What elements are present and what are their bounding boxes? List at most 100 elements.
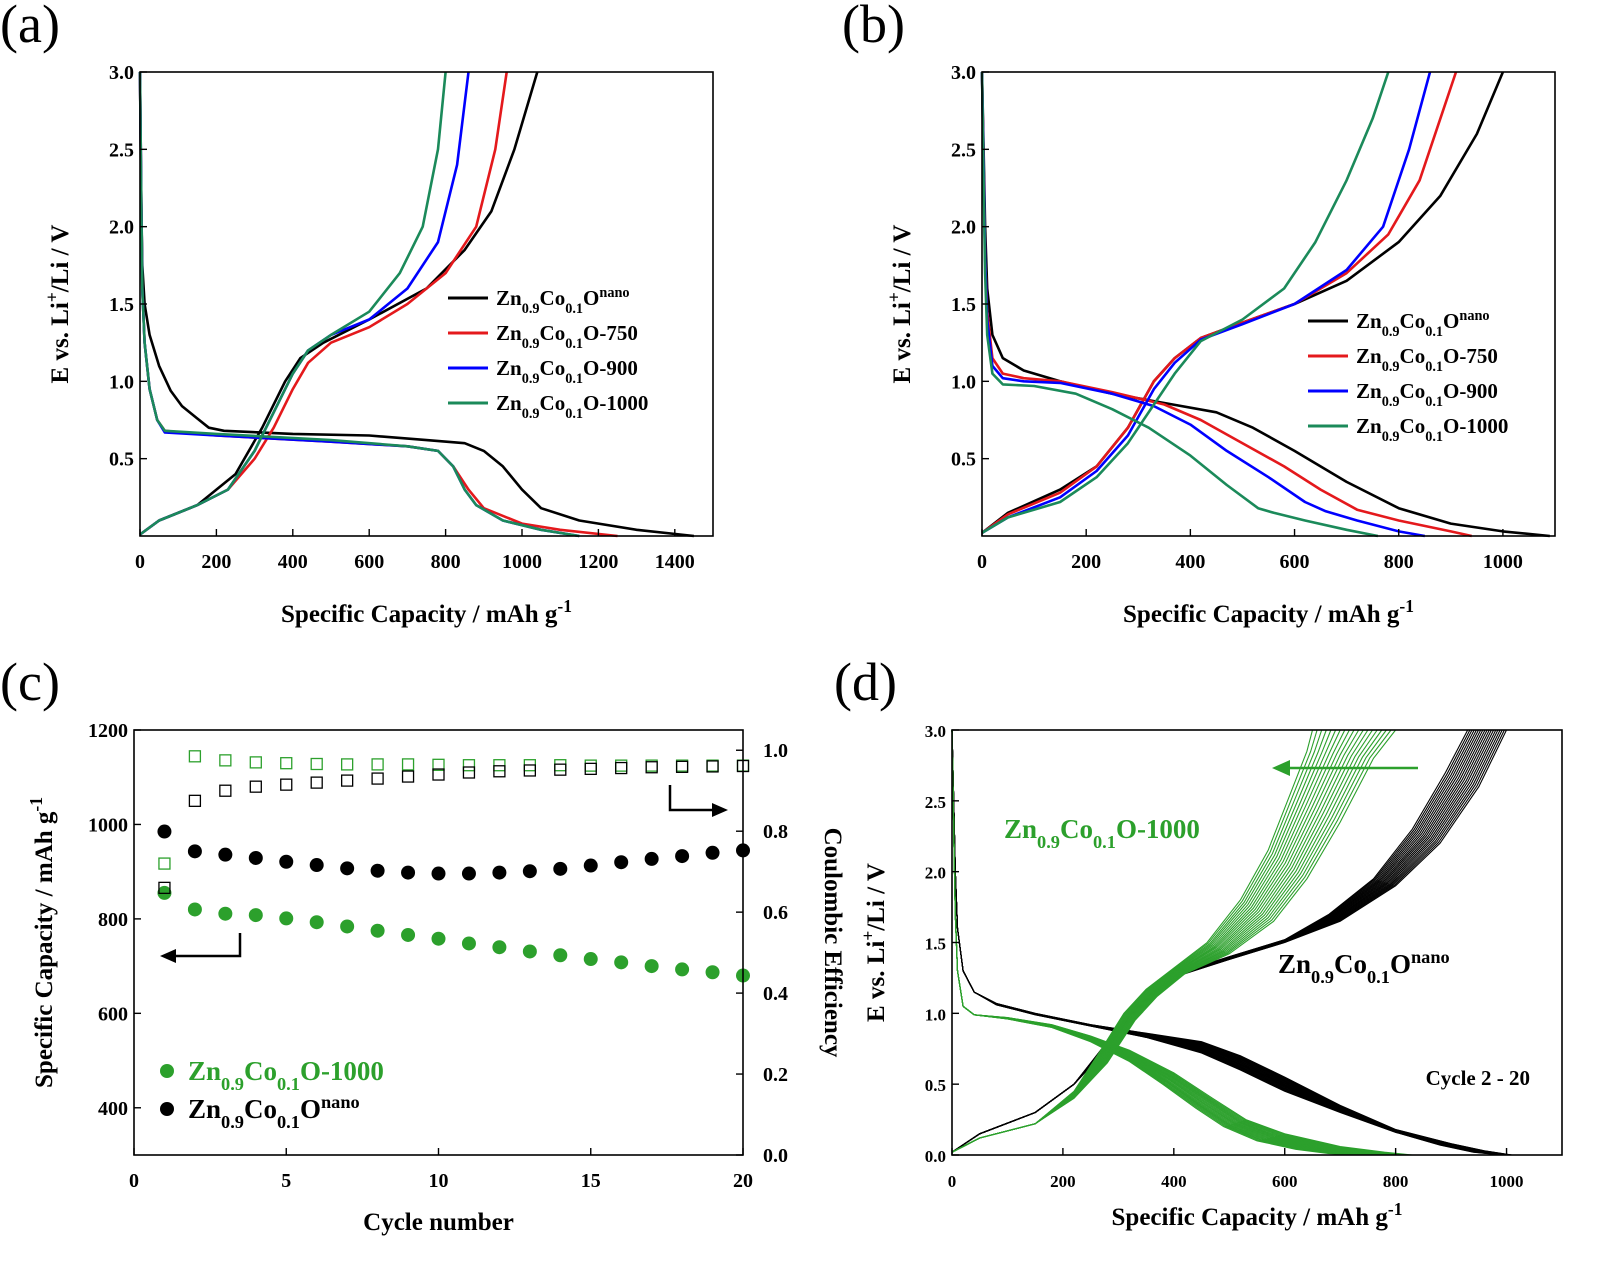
efficiency-point (615, 759, 628, 772)
panel-label: (b) (842, 0, 905, 54)
left-axis-arrow (172, 933, 242, 958)
capacity-point (401, 865, 416, 880)
x-tick-label: 0 (948, 1172, 957, 1191)
direction-arrowhead (1272, 760, 1290, 776)
y-tick-label: 400 (98, 1098, 128, 1120)
x-tick-label: 400 (278, 551, 308, 573)
y-tick-label: 3.0 (925, 722, 946, 741)
efficiency-point (310, 757, 323, 771)
x-axis-label-text: Specific Capacity / mAh g (281, 601, 558, 628)
efficiency-point (188, 794, 202, 807)
legend-text: Zn (188, 1056, 221, 1086)
legend-text: Co (1334, 949, 1367, 979)
charge-curve-cycle (951, 729, 1327, 1153)
x-tick-label: 800 (1383, 1172, 1409, 1191)
discharge-curve-1 (980, 71, 1472, 538)
capacity-point (614, 855, 629, 870)
discharge-curve-cycle (951, 729, 1389, 1156)
y2-tick-label: 0.2 (763, 1064, 788, 1086)
legend-subscript: 0.9 (1382, 394, 1400, 410)
x-tick-label: 800 (431, 551, 461, 573)
legend-text: Co (540, 286, 566, 310)
discharge-curve-cycle (951, 729, 1386, 1156)
legend-subscript: 0.9 (1037, 832, 1060, 852)
charge-curve-cycle (951, 729, 1318, 1153)
discharge-curve-cycle (951, 729, 1512, 1156)
x-tick-label: 600 (1272, 1172, 1298, 1191)
capacity-point (553, 948, 568, 963)
capacity-point (644, 851, 659, 866)
capacity-point (461, 936, 476, 951)
legend-subscript: 0.9 (221, 1112, 244, 1132)
capacity-point (248, 850, 263, 865)
charge-curve-3 (981, 71, 1390, 535)
legend-text: Co (244, 1094, 277, 1124)
x-tick-label: 200 (1050, 1172, 1076, 1191)
x-axis-label-superscript: -1 (557, 596, 572, 616)
capacity-point (705, 845, 720, 860)
legend-subscript: 0.1 (1425, 394, 1443, 410)
efficiency-point (249, 756, 262, 769)
efficiency-point (188, 750, 202, 763)
capacity-point (370, 923, 385, 938)
discharge-curve-0 (980, 71, 1550, 538)
legend-text: Co (1400, 414, 1426, 438)
capacity-point (553, 861, 568, 876)
left-axis-arrowhead (160, 949, 176, 963)
charge-curve-cycle (951, 729, 1373, 1153)
plot-frame (951, 729, 1563, 1156)
discharge-curve-cycle (951, 729, 1352, 1156)
efficiency-point (432, 768, 445, 781)
efficiency-point (340, 774, 354, 787)
y-axis-label-superscript: + (858, 931, 878, 941)
y-axis-label: E vs. Li+/Li / V (884, 225, 916, 384)
y2-tick-label: 1.0 (763, 740, 788, 762)
legend-label: Zn0.9Co0.1O-1000 (188, 1056, 384, 1094)
y-axis-label-superscript: + (884, 292, 904, 302)
legend-subscript: 0.9 (522, 301, 540, 317)
y-tick-label: 0.5 (109, 449, 134, 471)
legend-text: Zn (1356, 344, 1382, 368)
y-tick-label: 2.5 (951, 139, 976, 161)
legend-text: O-750 (583, 321, 638, 345)
legend-swatch (160, 1064, 174, 1078)
x-tick-label: 15 (581, 1170, 601, 1192)
cycle-annotation: Cycle 2 - 20 (1426, 1066, 1530, 1090)
capacity-point (218, 906, 233, 921)
x-tick-label: 1000 (1490, 1172, 1524, 1191)
capacity-point (340, 919, 355, 934)
right-axis-arrow (668, 785, 716, 812)
capacity-point (248, 908, 263, 923)
efficiency-point (219, 784, 232, 797)
legend-subscript: 0.9 (1382, 324, 1400, 340)
capacity-point (370, 863, 385, 878)
y-tick-label: 3.0 (951, 62, 976, 84)
legend-text: Zn (496, 391, 522, 415)
discharge-curve-0 (138, 71, 695, 538)
x-axis-label: Cycle number (363, 1209, 514, 1236)
legend-label: Zn0.9Co0.1O-900 (1356, 379, 1498, 410)
x-tick-label: 600 (354, 551, 384, 573)
discharge-curve-3 (138, 71, 580, 538)
efficiency-point (675, 760, 689, 773)
legend-label: Zn0.9Co0.1Onano (496, 285, 630, 317)
legend-label: Zn0.9Co0.1O-900 (496, 356, 638, 387)
efficiency-point (584, 762, 597, 776)
y-tick-label: 1000 (88, 814, 128, 836)
y-axis-label-text: /Li / V (863, 863, 890, 932)
y-tick-label: 0.5 (951, 449, 976, 471)
x-axis-label-text: Specific Capacity / mAh g (1123, 601, 1400, 628)
capacity-point (157, 824, 172, 839)
legend-subscript: 0.1 (277, 1074, 300, 1094)
y2-axis-label: Coulombic Efficiency (819, 828, 846, 1058)
y-axis-label-text: E vs. Li (889, 302, 916, 383)
efficiency-point (645, 761, 658, 774)
legend-superscript: nano (1411, 947, 1450, 967)
y-tick-label: 1.0 (951, 371, 976, 393)
y-tick-label: 1.5 (109, 294, 134, 316)
x-axis-label: Specific Capacity / mAh g-1 (1112, 1199, 1403, 1231)
y2-tick-label: 0.6 (763, 902, 788, 924)
legend-text: Zn (496, 356, 522, 380)
efficiency-point (523, 764, 536, 777)
x-tick-label: 200 (1071, 551, 1101, 573)
